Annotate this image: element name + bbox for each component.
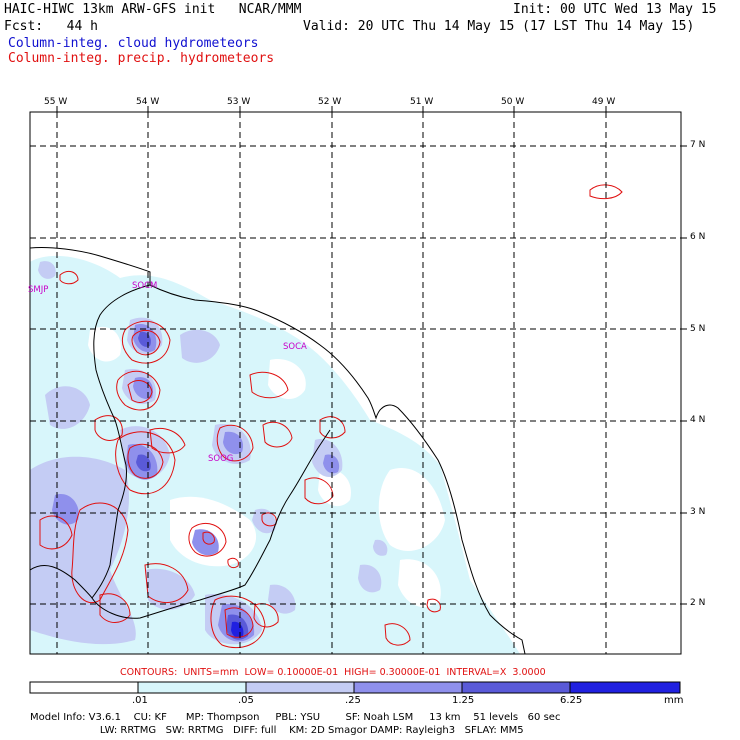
station-socm: SOCM: [132, 281, 157, 291]
model-info-line2: LW: RRTMG SW: RRTMG DIFF: full KM: 2D Sm…: [30, 725, 524, 736]
colorbar-tick: 6.25: [560, 695, 583, 706]
contour-note: CONTOURS: UNITS=mm LOW= 0.10000E-01 HIGH…: [120, 667, 546, 678]
lat-label: 2 N: [690, 598, 706, 608]
colorbar: [29, 681, 681, 694]
map-frame: [29, 111, 682, 655]
model-info-line1: Model Info: V3.6.1 CU: KF MP: Thompson P…: [30, 712, 561, 723]
colorbar-tick: .05: [238, 695, 254, 706]
lat-lon-grid: [30, 112, 681, 654]
lat-label: 3 N: [690, 507, 706, 517]
lat-label: 4 N: [690, 415, 706, 425]
lon-label: 51 W: [410, 97, 434, 107]
colorbar-unit: mm: [664, 695, 684, 706]
coastline: [30, 247, 526, 654]
colorbar-tick: .01: [132, 695, 148, 706]
field-precip-label: Column-integ. precip. hydrometeors: [8, 51, 275, 66]
forecast-hour: Fcst: 44 h: [4, 19, 98, 34]
lon-label: 49 W: [592, 97, 616, 107]
lon-label: 53 W: [227, 97, 251, 107]
lat-label: 5 N: [690, 324, 706, 334]
lon-label: 52 W: [318, 97, 342, 107]
colorbar-tick: 1.25: [452, 695, 475, 706]
colorbar-tick: .25: [345, 695, 361, 706]
field-cloud-label: Column-integ. cloud hydrometeors: [8, 36, 259, 51]
lon-label: 55 W: [44, 97, 68, 107]
station-soca: SOCA: [283, 342, 307, 352]
lon-label: 54 W: [136, 97, 160, 107]
station-smjp: SMJP: [28, 285, 48, 295]
shaded-fields: [30, 184, 623, 654]
valid-time: Valid: 20 UTC Thu 14 May 15 (17 LST Thu …: [303, 19, 695, 34]
model-title: HAIC-HIWC 13km ARW-GFS init NCAR/MMM: [4, 2, 302, 17]
station-soog: SOOG: [208, 454, 233, 464]
lat-label: 6 N: [690, 232, 706, 242]
init-time: Init: 00 UTC Wed 13 May 15: [513, 2, 717, 17]
axis-ticks: [56, 106, 687, 605]
lon-label: 50 W: [501, 97, 525, 107]
lat-label: 7 N: [690, 140, 706, 150]
cloud-fill-lightest: [30, 255, 520, 654]
